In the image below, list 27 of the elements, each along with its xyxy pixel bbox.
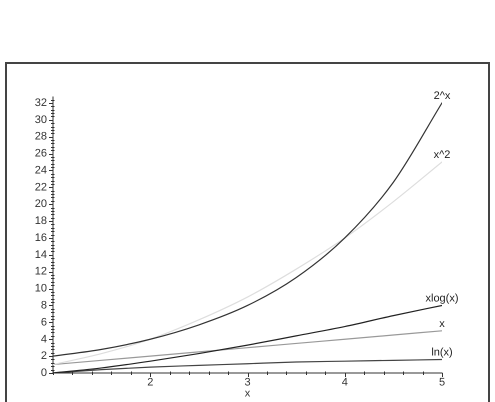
- x-tick-label: 2: [147, 376, 154, 389]
- x-axis-title: x: [244, 387, 251, 400]
- y-tick-label: 26: [34, 148, 47, 160]
- y-tick-label: 0: [40, 367, 47, 380]
- y-tick-label: 12: [34, 266, 47, 278]
- y-tick-label: 10: [34, 282, 47, 295]
- y-tick-label: 8: [40, 300, 47, 312]
- y-tick-label: 6: [40, 316, 47, 328]
- y-tick-label: 28: [34, 130, 47, 143]
- series-label: xlog(x): [425, 292, 459, 304]
- y-tick-label: 32: [34, 96, 47, 109]
- y-tick-label: 24: [34, 164, 47, 176]
- y-tick-label: 14: [34, 248, 47, 261]
- x-tick-label: 3: [244, 376, 251, 389]
- y-tick-label: 30: [34, 114, 47, 126]
- y-tick-label: 16: [34, 232, 47, 244]
- y-tick-label: 2: [40, 350, 47, 362]
- y-tick-label: 4: [40, 333, 47, 346]
- series-label: 2^x: [434, 90, 451, 102]
- series-label: x: [439, 318, 446, 330]
- y-tick-label: 22: [34, 181, 47, 194]
- y-tick-label: 18: [34, 215, 47, 228]
- series-label: x^2: [434, 148, 450, 161]
- series-label: ln(x): [431, 346, 453, 358]
- x-tick-label: 5: [438, 376, 446, 389]
- x-tick-label: 4: [342, 376, 348, 389]
- y-tick-label: 20: [34, 198, 47, 210]
